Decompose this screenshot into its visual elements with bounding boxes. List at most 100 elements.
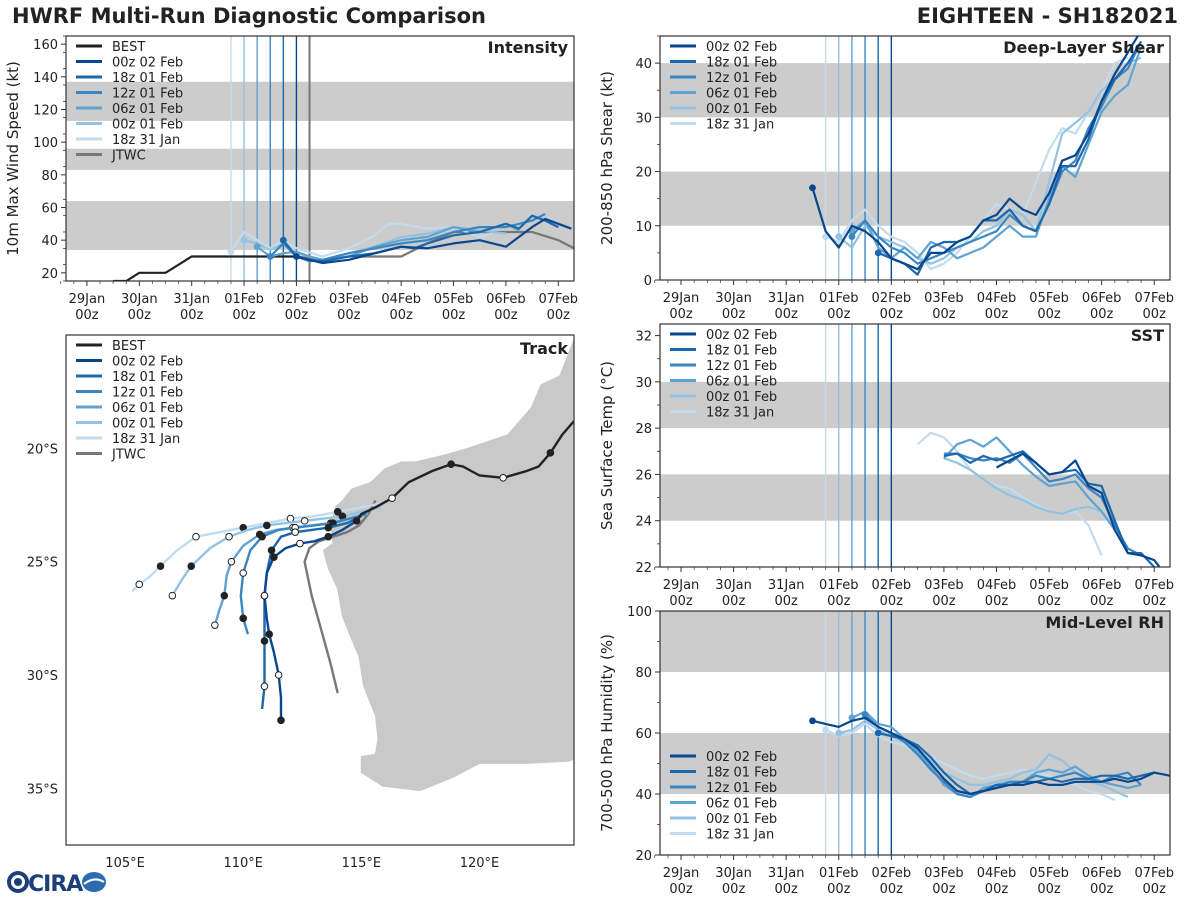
legend-label: 18z 31 Jan [706,828,774,843]
x-tick-day-label: 01Feb [819,291,859,306]
series-init-marker [227,248,235,256]
x-tick-hour-label: 00z [880,307,904,322]
track-point-marker [258,532,266,541]
legend-label: 00z 01 Feb [706,390,777,405]
legend-label: 12z 01 Feb [706,71,777,86]
y-tick-label: 30 [635,111,652,126]
legend-label: 18z 01 Feb [706,56,777,71]
best-point-marker [352,517,361,525]
cira-logo: CIRA [4,866,108,898]
plot-frame [65,334,575,846]
panel-title: SST [1131,326,1164,345]
y-tick-label: 0 [644,274,652,289]
x-tick-hour-label: 00z [494,308,518,323]
x-tick-day-label: 04Feb [977,291,1017,306]
x-tick-hour-label: 00z [722,882,746,897]
x-tick-day-label: 01Feb [819,866,859,881]
plot-area-intensity [66,36,574,281]
legend-label: 12z 01 Feb [706,359,777,374]
series-init-marker [822,726,830,734]
y-tick-label: 120 [33,104,58,119]
legend-label: 00z 01 Feb [706,102,777,117]
x-tick-hour-label: 00z [774,307,798,322]
x-tick-hour-label: 00z [128,308,152,323]
shaded-band [660,611,1170,672]
track-point-marker [239,614,248,623]
x-tick-hour-label: 00z [827,882,851,897]
legend-label: 18z 31 Jan [112,133,180,148]
series-init-marker [835,233,843,241]
x-tick-hour-label: 00z [1143,594,1167,609]
legend-label: 12z 01 Feb [706,781,777,796]
x-tick-label: 110°E [223,856,263,871]
y-axis-label: 200-850 hPa Shear (kt) [598,71,616,245]
y-tick-label: 60 [41,202,58,217]
track-point-marker [277,716,285,725]
x-tick-hour-label: 00z [827,594,851,609]
x-tick-hour-label: 00z [880,594,904,609]
legend-label: 06z 01 Feb [112,102,183,117]
track-point-marker [192,532,200,541]
x-tick-hour-label: 00z [932,594,956,609]
x-tick-day-label: 06Feb [486,292,526,307]
track-point-marker [225,532,233,541]
best-track [355,420,574,522]
y-tick-label: 24 [635,515,652,530]
track-point-marker [300,517,309,525]
y-tick-label: 30°S [27,669,58,684]
x-tick-hour-label: 00z [669,882,693,897]
track-point-marker [156,562,165,571]
x-tick-day-label: 30Jan [121,292,158,307]
series-line [812,716,1170,796]
legend-label: 00z 02 Feb [706,40,777,55]
panel-title: Intensity [488,38,569,57]
series-line [995,452,1161,567]
y-axis-label: Sea Surface Temp (°C) [598,361,616,530]
shaded-band [660,171,1170,226]
x-tick-day-label: 03Feb [924,291,964,306]
y-tick-label: 40 [635,57,652,72]
legend-label: 06z 01 Feb [706,375,777,390]
series-line [838,56,1142,265]
track-point-marker [227,557,236,566]
y-tick-label: 22 [635,561,652,576]
y-tick-label: 160 [33,38,58,53]
panel-rh: 2040608010029Jan00z30Jan00z31Jan00z01Feb… [598,605,1174,897]
x-tick-hour-label: 00z [547,308,571,323]
track-point-marker [333,508,342,516]
x-tick-day-label: 31Jan [768,578,805,593]
track-point-marker [291,528,299,537]
legend-label: JTWC [111,448,146,463]
panel-sst: 22242628303229Jan00z30Jan00z31Jan00z01Fe… [598,323,1174,609]
x-tick-day-label: 07Feb [1134,291,1174,306]
track-point-marker [270,553,278,561]
best-point-marker [499,474,507,482]
legend-label: 18z 01 Feb [112,71,183,86]
x-tick-day-label: 05Feb [1029,291,1069,306]
series-init-marker [809,184,816,192]
series-init-marker [835,729,843,737]
plot-frame [659,323,1171,568]
x-tick-day-label: 05Feb [1029,578,1069,593]
panel-intensity: 2040608010012014016029Jan00z30Jan00z31Ja… [4,35,579,323]
x-tick-day-label: 04Feb [381,292,421,307]
shaded-band [66,81,574,121]
x-tick-day-label: 07Feb [539,292,579,307]
legend-label: 06z 01 Feb [706,797,777,812]
x-tick-hour-label: 00z [932,307,956,322]
track-point-marker [211,621,219,629]
series-line [943,436,1116,531]
panel-title: Deep-Layer Shear [1003,38,1164,57]
panel-title: Track [520,339,568,358]
model-track [263,519,358,721]
x-tick-hour-label: 00z [389,308,413,323]
track-point-marker [168,591,177,600]
legend-label: BEST [112,339,145,354]
x-tick-day-label: 07Feb [1134,866,1174,881]
chart-title-left: HWRF Multi-Run Diagnostic Comparison [12,4,487,28]
legend-label: 06z 01 Feb [112,401,183,416]
y-tick-label: 20 [635,166,652,181]
shaded-band [660,63,1170,118]
